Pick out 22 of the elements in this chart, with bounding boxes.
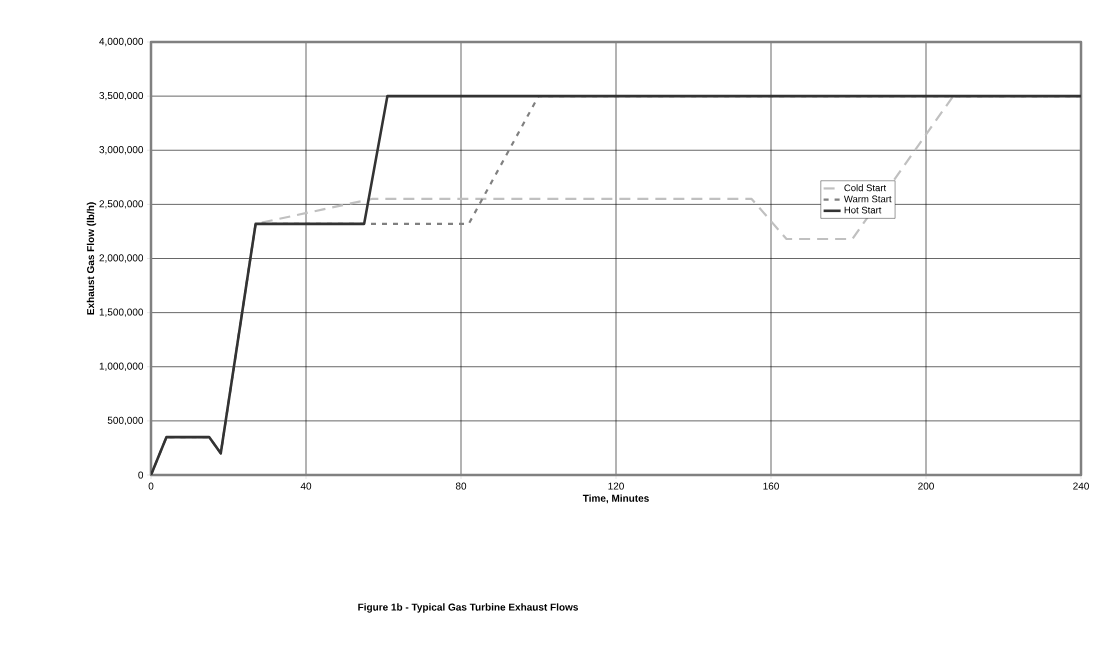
x-tick-label: 0 (148, 482, 154, 490)
legend-label: Warm Start (843, 195, 892, 203)
y-tick-label: 2,000,000 (99, 254, 144, 263)
x-tick-label: 120 (608, 482, 624, 490)
y-tick-label: 2,500,000 (99, 200, 144, 209)
x-axis-title: Time, Minutes (582, 494, 649, 504)
y-axis-title: Exhaust Gas Flow (lb/h) (86, 202, 97, 315)
caption: Figure 1b - Typical Gas Turbine Exhaust Flows (358, 603, 578, 613)
y-tick-label: 1,500,000 (99, 308, 144, 317)
x-tick-label: 160 (763, 482, 779, 490)
y-tick-label: 4,000,000 (99, 37, 144, 47)
y-tick-label: 500,000 (107, 416, 144, 426)
y-tick-label: 0 (138, 471, 144, 479)
y-tick-label: 1,000,000 (99, 362, 144, 371)
y-tick-label: 3,000,000 (99, 146, 144, 155)
x-tick-label: 40 (300, 482, 312, 490)
y-tick-label: 3,500,000 (99, 91, 144, 101)
x-tick-label: 200 (918, 482, 934, 490)
x-tick-label: 240 (1073, 482, 1089, 490)
legend-label: Hot Start (844, 206, 882, 214)
legend-label: Cold Start (844, 184, 887, 192)
x-tick-label: 80 (455, 482, 467, 490)
